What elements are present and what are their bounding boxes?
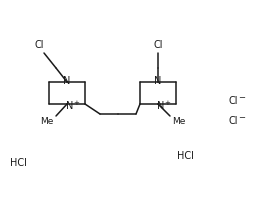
Text: Me: Me <box>40 117 54 126</box>
Text: Cl: Cl <box>228 115 238 125</box>
Text: N: N <box>157 100 165 110</box>
Text: N: N <box>66 100 74 110</box>
Text: Me: Me <box>172 117 186 126</box>
Text: +: + <box>73 100 79 105</box>
Text: −: − <box>238 113 245 122</box>
Text: −: − <box>238 93 245 102</box>
Text: Cl: Cl <box>228 96 238 105</box>
Text: N: N <box>63 76 71 86</box>
Text: Cl: Cl <box>153 40 163 50</box>
Text: HCl: HCl <box>9 157 26 167</box>
Text: Cl: Cl <box>34 40 44 50</box>
Text: N: N <box>154 76 162 86</box>
Text: HCl: HCl <box>177 150 193 160</box>
Text: +: + <box>164 100 170 105</box>
